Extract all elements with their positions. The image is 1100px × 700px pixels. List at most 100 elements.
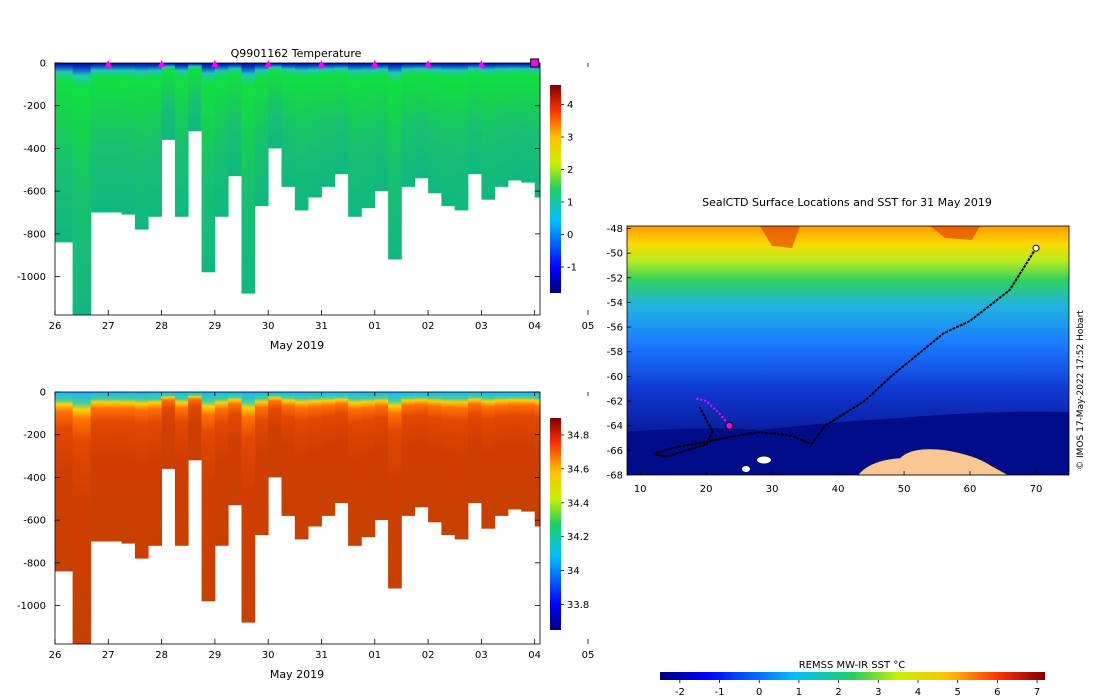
sst-colorbar-tick-label: 3: [875, 687, 881, 698]
sst-colorbar-tick-label: 4: [915, 687, 921, 698]
profile-column: [521, 392, 535, 512]
profile-marker: [211, 60, 219, 67]
profile-column: [281, 392, 296, 516]
x-tick-label: 05: [582, 650, 595, 661]
x-tick-label: 28: [155, 650, 168, 661]
colorbar-tick-label: 4: [567, 100, 573, 111]
profile-column: [174, 63, 189, 217]
profile-column: [134, 63, 149, 230]
profile-column: [55, 63, 73, 243]
profile-column: [134, 392, 149, 559]
temperature-title: Q9901162 Temperature: [231, 47, 362, 60]
profile-column: [268, 63, 282, 149]
profile-column: [428, 392, 442, 523]
profile-column: [521, 63, 535, 183]
y-tick-label: -1000: [17, 601, 46, 612]
x-tick-label: 30: [262, 321, 275, 332]
profile-column: [228, 392, 242, 506]
profile-marker: [424, 60, 432, 67]
sst-colorbar-tick-label: 5: [954, 687, 960, 698]
profile-column: [374, 63, 389, 192]
map-x-tick-label: 70: [1030, 484, 1043, 495]
y-tick-label: -800: [23, 558, 46, 569]
sst-colorbar-tick-label: 0: [756, 687, 762, 698]
imos-credit-label: © IMOS 17-May-2022 17:52 Hobart: [1076, 310, 1086, 470]
sst-colorbar: [660, 672, 1045, 680]
sst-map-panel: SealCTD Surface Locations and SST for 31…: [607, 196, 1086, 698]
temperature-panel: Q9901162 Temperature 0 -200 -400 -600 -800 -1…: [17, 47, 594, 352]
profile-column: [334, 63, 349, 175]
profile-column: [534, 392, 541, 527]
profile-column: [428, 63, 442, 194]
sst-colorbar-tick-label: 2: [835, 687, 841, 698]
y-tick-label: 0: [40, 388, 46, 399]
y-tick-label: 0: [40, 59, 46, 70]
profile-column: [414, 392, 429, 508]
profile-column: [441, 63, 456, 207]
profile-column: [241, 392, 256, 623]
profile-column: [55, 392, 73, 572]
warm-patch: [930, 226, 980, 240]
profile-column: [348, 63, 362, 217]
profile-column: [161, 392, 176, 469]
salinity-plot-frame: [54, 391, 541, 645]
profile-column: [214, 392, 229, 546]
profile-column: [361, 63, 376, 209]
profile-marker: [158, 60, 166, 67]
profile-column: [294, 63, 309, 211]
colorbar-tick-label: 34: [567, 566, 580, 577]
x-tick-label: 28: [155, 321, 168, 332]
profile-column: [281, 63, 296, 187]
map-y-tick-label: -66: [607, 446, 623, 457]
profile-column: [334, 392, 349, 504]
map-y-tick-label: -56: [607, 323, 623, 334]
temperature-plot-frame: [54, 62, 541, 316]
recent-track: [696, 397, 731, 427]
profile-column: [441, 392, 456, 536]
profile-column: [468, 392, 482, 504]
x-tick-label: 05: [582, 321, 595, 332]
map-y-tick-label: -48: [607, 224, 623, 235]
profile-column: [468, 63, 482, 175]
colorbar-tick-label: 33.8: [567, 600, 589, 611]
map-y-tick-label: -64: [607, 421, 623, 432]
x-tick-label: 03: [475, 650, 488, 661]
sst-colorbar-tick-label: 6: [994, 687, 1000, 698]
profile-column: [72, 392, 92, 644]
map-y-tick-label: -52: [607, 273, 623, 284]
salinity-panel: 0 -200 -400 -600 -800 -1000 26 27 28 29 30 31 01 02 0…: [17, 388, 594, 682]
warm-patch: [760, 226, 800, 248]
profile-column: [414, 63, 429, 179]
y-tick-label: -400: [23, 144, 46, 155]
profile-column: [72, 63, 92, 315]
profile-column: [161, 63, 176, 140]
profile-column: [494, 392, 509, 516]
x-tick-label: 04: [528, 321, 541, 332]
profile-column: [201, 392, 216, 602]
x-tick-label: 01: [368, 321, 381, 332]
profile-column: [454, 392, 469, 540]
profile-column: [106, 392, 123, 542]
profile-marker: [104, 60, 112, 67]
salinity-colorbar: [550, 418, 561, 630]
profile-column: [268, 392, 282, 478]
ice-spot: [742, 466, 750, 472]
map-x-tick-label: 50: [898, 484, 911, 495]
profile-column: [388, 63, 402, 260]
profile-column: [90, 63, 107, 213]
profile-column: [188, 63, 202, 132]
colorbar-tick-label: 1: [567, 198, 573, 209]
x-tick-label: 03: [475, 321, 488, 332]
y-tick-label: -200: [23, 101, 46, 112]
x-tick-label: 26: [49, 650, 62, 661]
map-title: SealCTD Surface Locations and SST for 31…: [702, 196, 992, 209]
profile-column: [201, 63, 216, 273]
x-tick-label: 31: [315, 650, 328, 661]
profile-column: [494, 63, 509, 187]
latest-position-marker: [725, 421, 734, 430]
island-marker: [1032, 244, 1040, 252]
profile-column: [188, 392, 202, 461]
profile-column: [241, 63, 256, 294]
map-x-tick-label: 20: [700, 484, 713, 495]
